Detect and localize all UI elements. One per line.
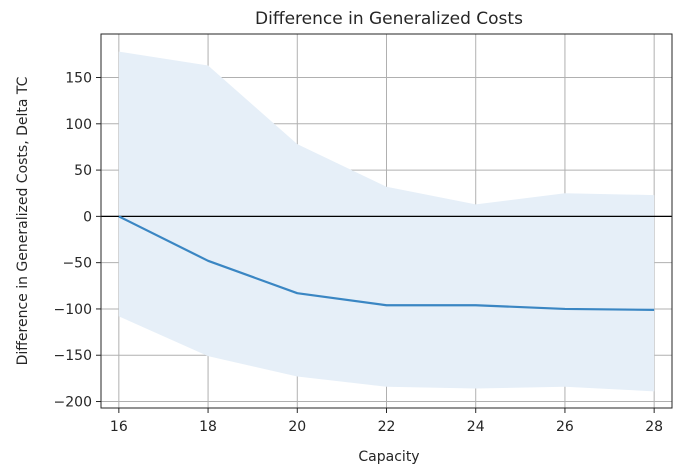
y-tick-label: −100	[54, 302, 92, 318]
y-axis-label: Difference in Generalized Costs, Delta T…	[15, 76, 31, 365]
x-tick-label: 28	[645, 419, 663, 435]
y-axis-ticks: 150 100 50 0 −50 −100 −150 −200	[54, 71, 101, 411]
x-tick-label: 24	[467, 419, 485, 435]
y-tick-label: −150	[54, 348, 92, 364]
x-tick-label: 26	[556, 419, 574, 435]
x-tick-label: 20	[288, 419, 306, 435]
y-tick-label: 0	[83, 209, 92, 225]
series-line	[118, 215, 655, 311]
y-tick-label: 150	[65, 71, 92, 87]
y-tick-label: −200	[54, 395, 92, 411]
x-tick-label: 22	[378, 419, 396, 435]
series-lines	[118, 215, 655, 311]
y-tick-label: 50	[74, 163, 92, 179]
x-axis-ticks: 16 18 20 22 24 26 28	[110, 408, 663, 435]
x-tick-label: 18	[199, 419, 217, 435]
y-tick-label: −50	[62, 256, 92, 272]
x-tick-label: 16	[110, 419, 128, 435]
chart-title: Difference in Generalized Costs	[255, 9, 523, 29]
y-tick-label: 100	[65, 117, 92, 133]
x-axis-label: Capacity	[358, 449, 419, 465]
